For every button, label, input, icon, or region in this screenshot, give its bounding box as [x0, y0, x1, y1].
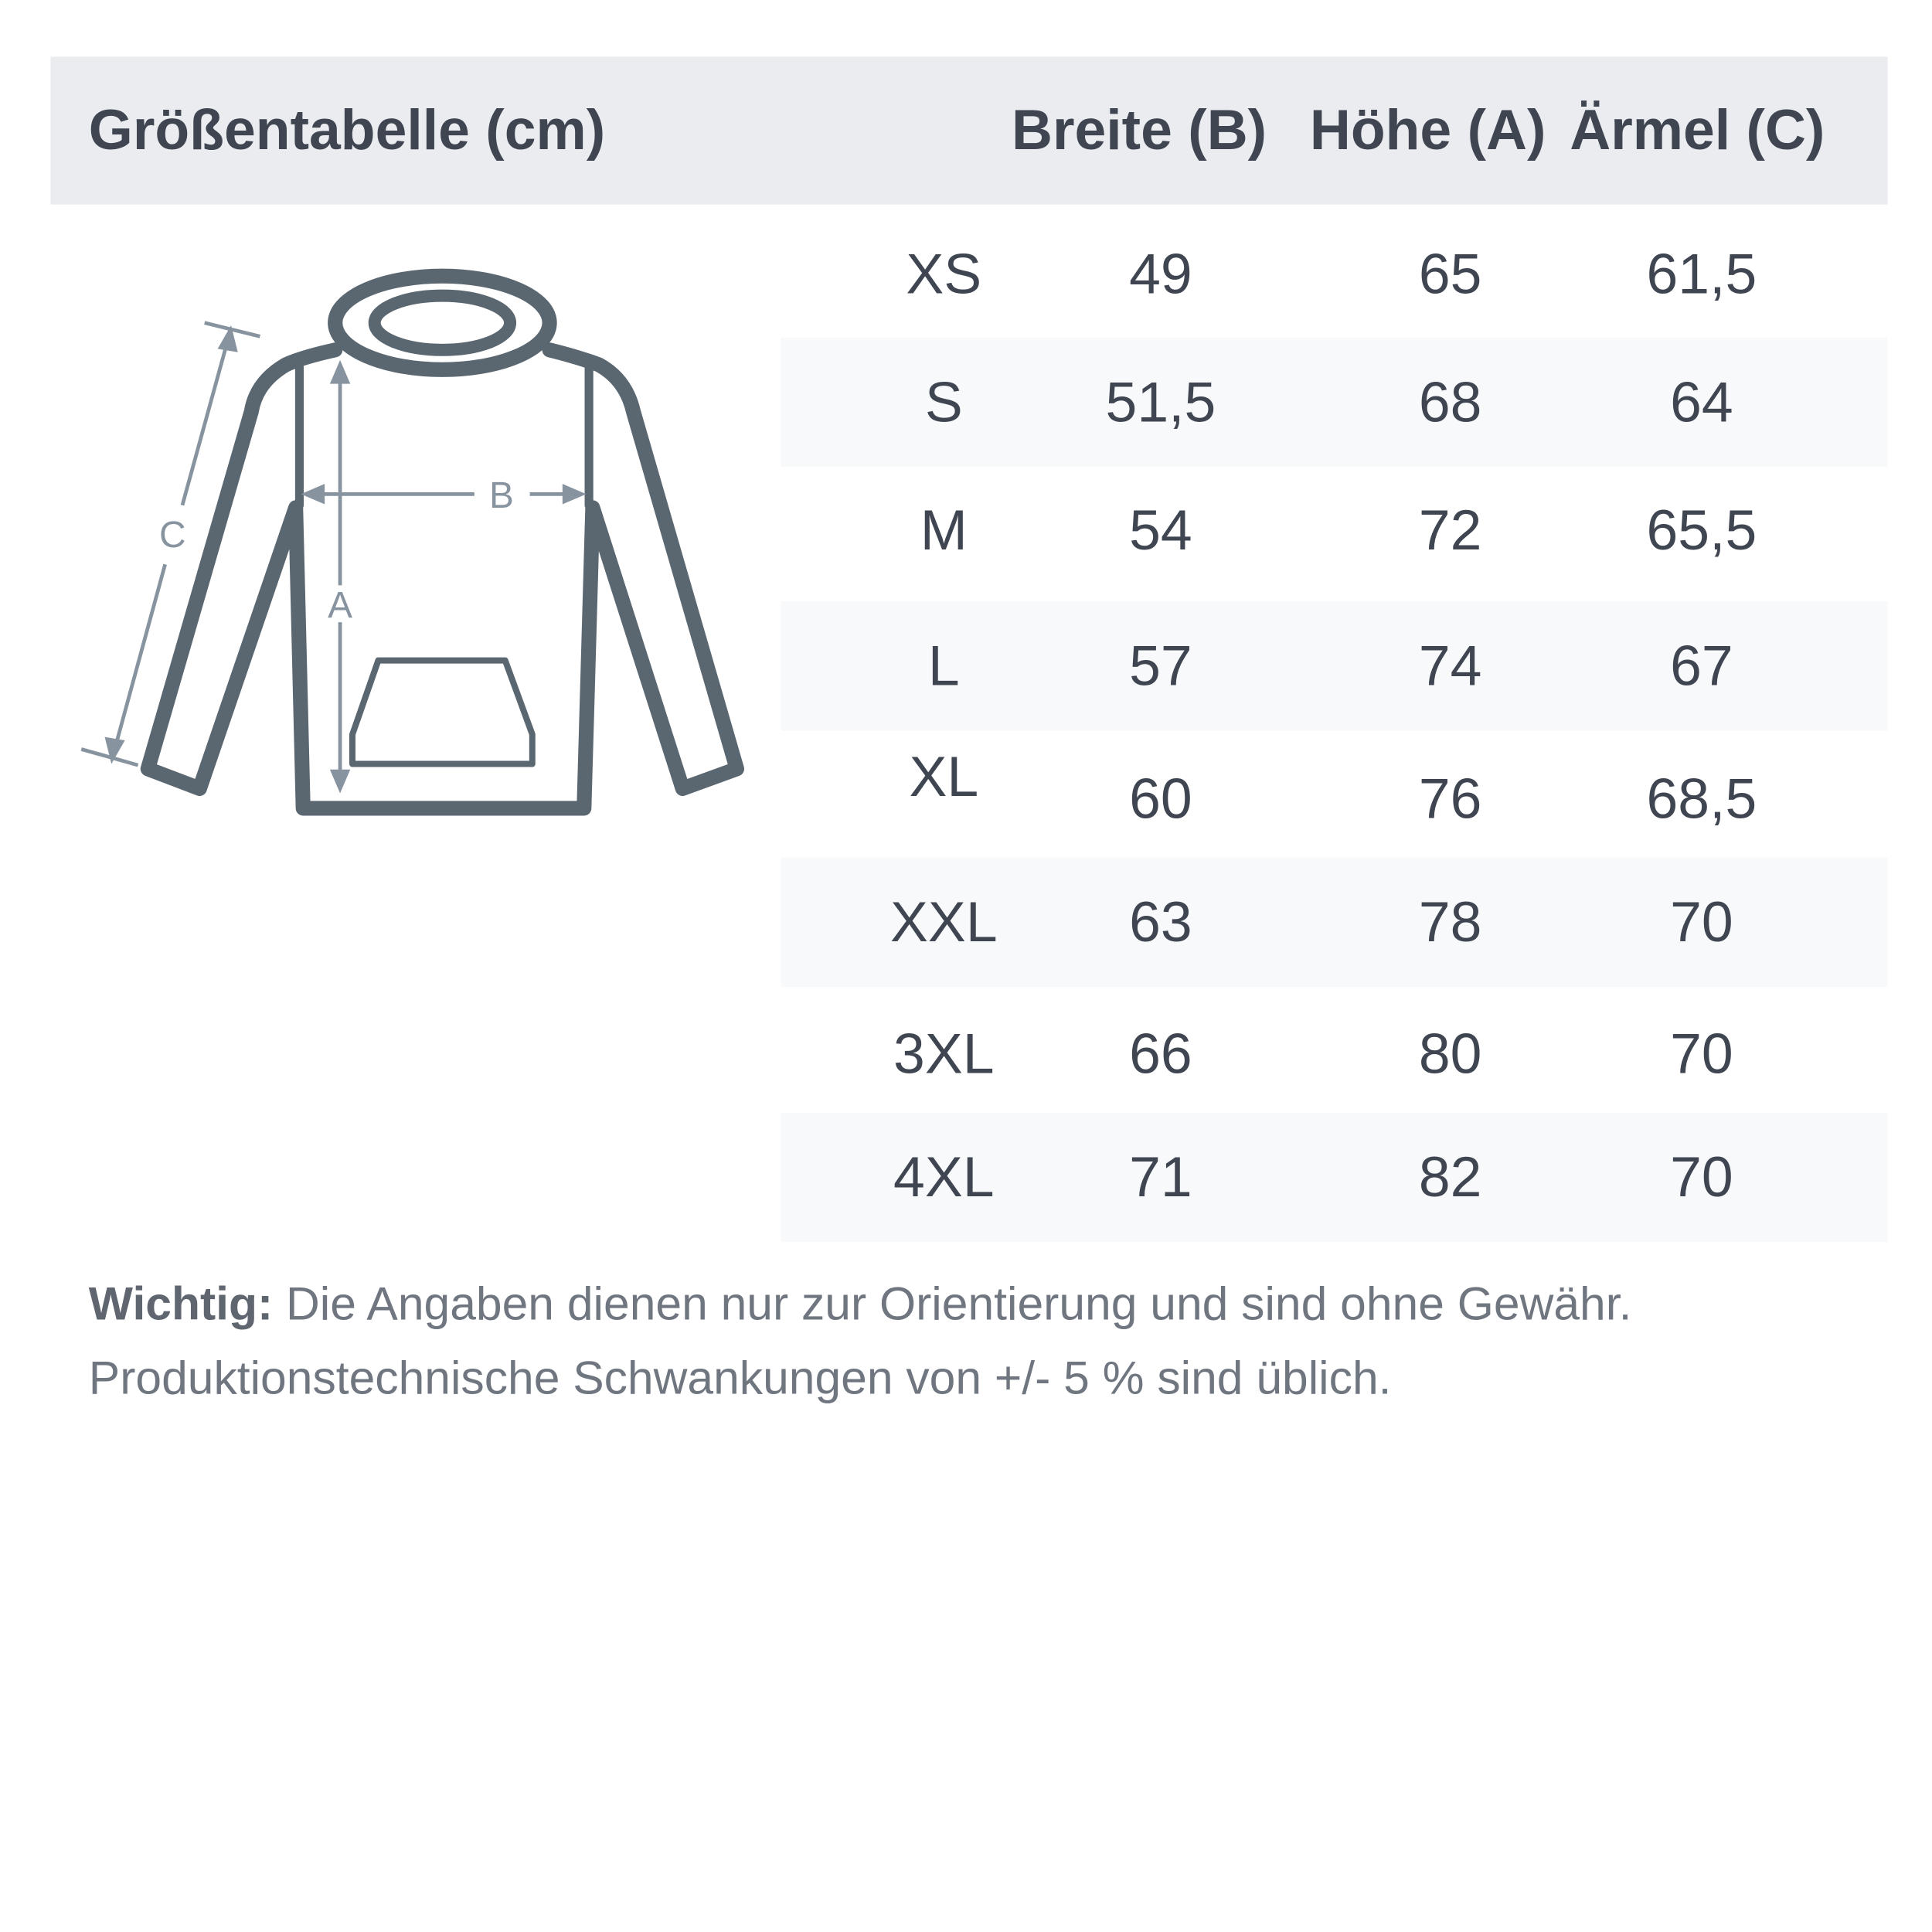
cell-hoehe: 82 — [1418, 1145, 1482, 1209]
cell-hoehe: 68 — [1418, 369, 1482, 434]
cell-aermel: 64 — [1670, 369, 1733, 434]
column-header-hoehe: Höhe (A) — [1309, 97, 1546, 162]
size-label: XL — [909, 744, 979, 808]
note-line-1: Wichtig: Die Angaben dienen nur zur Orie… — [89, 1279, 1632, 1332]
row-stripe — [781, 601, 1888, 731]
label-c: C — [159, 515, 186, 556]
cell-hoehe: 65 — [1418, 241, 1482, 306]
arrow-diag-down-icon — [104, 736, 125, 764]
cell-breite: 49 — [1129, 241, 1192, 306]
row-stripe — [781, 337, 1888, 468]
page-title: Größentabelle (cm) — [88, 97, 606, 162]
cell-breite: 71 — [1129, 1145, 1192, 1209]
cell-hoehe: 80 — [1418, 1021, 1482, 1086]
row-stripe — [781, 857, 1888, 988]
note-text-1: Die Angaben dienen nur zur Orientierung … — [273, 1278, 1632, 1331]
size-label: 4XL — [893, 1145, 995, 1209]
arrow-left-icon — [301, 484, 325, 505]
note-bold: Wichtig: — [88, 1278, 274, 1331]
measurement-arrows — [80, 321, 587, 794]
hoodie-outline — [140, 268, 745, 816]
row-stripe — [781, 1112, 1888, 1243]
cell-aermel: 67 — [1670, 633, 1733, 698]
cell-aermel: 70 — [1670, 889, 1733, 954]
cell-aermel: 65,5 — [1646, 498, 1757, 563]
arrow-up-icon — [329, 359, 351, 384]
cell-hoehe: 72 — [1418, 498, 1482, 563]
cell-breite: 54 — [1129, 498, 1192, 563]
cell-breite: 63 — [1129, 889, 1192, 954]
label-b: B — [489, 475, 514, 516]
cell-breite: 60 — [1129, 766, 1192, 831]
arrow-down-icon — [329, 769, 351, 794]
cell-breite: 66 — [1129, 1021, 1192, 1086]
cell-breite: 57 — [1129, 633, 1192, 698]
cell-hoehe: 74 — [1418, 633, 1482, 698]
size-label: XXL — [889, 889, 998, 954]
cell-aermel: 61,5 — [1646, 241, 1757, 306]
arrow-diag-up-icon — [217, 325, 238, 352]
cell-hoehe: 76 — [1418, 766, 1482, 831]
size-label: XS — [906, 241, 982, 306]
column-header-aermel: Ärmel (C) — [1570, 97, 1825, 162]
column-header-breite: Breite (B) — [1012, 97, 1267, 162]
arrow-right-icon — [562, 484, 587, 505]
size-label: M — [920, 498, 968, 563]
note-line-2: Produktionstechnische Schwankungen von +… — [88, 1352, 1392, 1405]
cell-breite: 51,5 — [1105, 369, 1216, 434]
cell-hoehe: 78 — [1418, 889, 1482, 954]
cell-aermel: 70 — [1670, 1021, 1733, 1086]
size-label: L — [927, 633, 960, 698]
label-a: A — [328, 585, 352, 626]
size-label: S — [924, 369, 963, 434]
header-band — [50, 56, 1888, 205]
size-label: 3XL — [893, 1021, 995, 1086]
cell-aermel: 68,5 — [1646, 766, 1757, 831]
cell-aermel: 70 — [1670, 1145, 1733, 1209]
